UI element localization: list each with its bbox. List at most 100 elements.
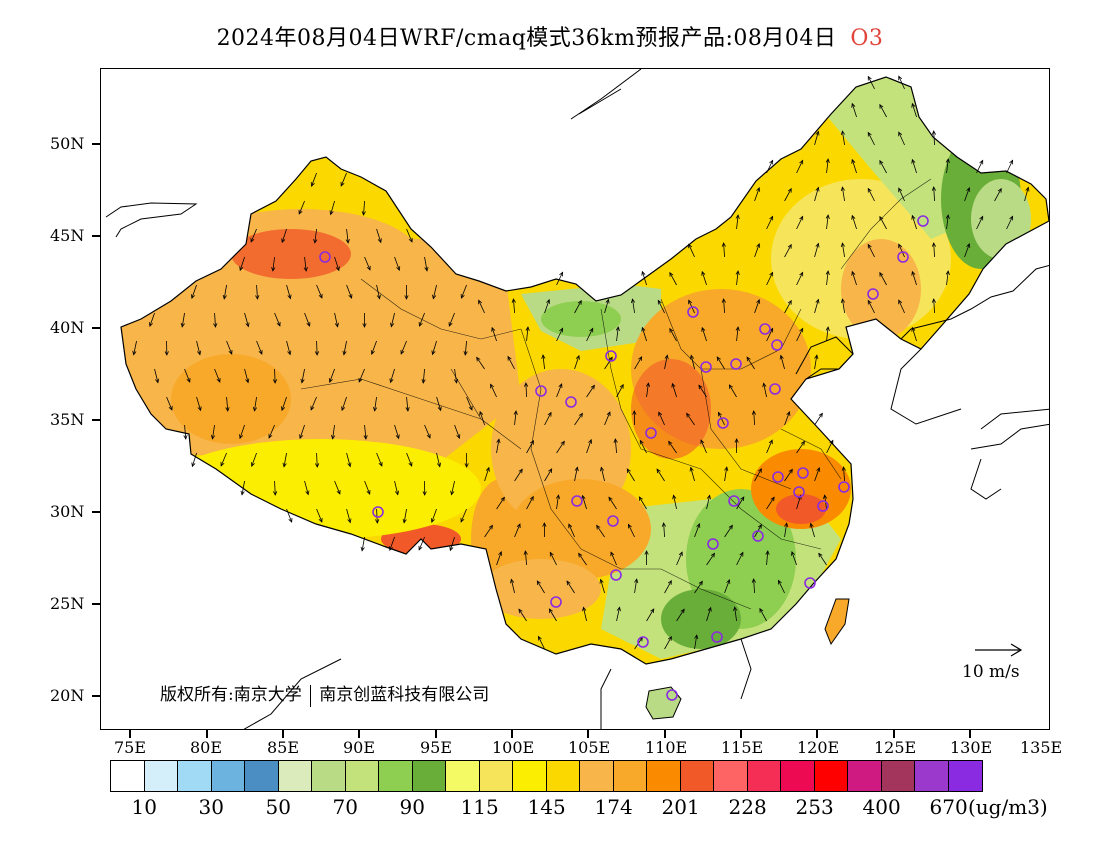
- wind-vector: [556, 441, 565, 454]
- wind-vector-head: [898, 75, 903, 81]
- wind-vector: [911, 103, 917, 118]
- wind-vector: [946, 271, 949, 286]
- wind-vector-head: [851, 270, 856, 276]
- wind-vector-head: [911, 326, 916, 332]
- wind-vector-head: [639, 439, 644, 445]
- lon-label-100e: 100E: [492, 738, 535, 757]
- wind-vector: [842, 243, 845, 258]
- wind-vector-head: [210, 434, 216, 440]
- wind-vector: [851, 215, 857, 230]
- wind-vector: [734, 607, 737, 622]
- lon-tick: [893, 730, 895, 738]
- lat-label-25n: 25N: [50, 594, 85, 613]
- wind-vector-head: [476, 356, 481, 362]
- colorbar-label: 201: [661, 795, 700, 819]
- wind-vector-head: [389, 378, 394, 384]
- wind-vector-head: [606, 411, 611, 417]
- wind-vector-head: [449, 546, 454, 552]
- wind-vector: [251, 452, 257, 467]
- colorbar-swatch: [312, 761, 346, 791]
- wind-scale-label: 10 m/s: [962, 662, 1020, 682]
- wind-vector: [479, 411, 485, 426]
- wind-vector: [898, 188, 905, 202]
- station-marker: [607, 515, 619, 527]
- wind-vector-head: [547, 411, 552, 417]
- wind-vector: [341, 396, 347, 411]
- wind-vector-head: [769, 215, 774, 221]
- wind-vector-head: [405, 407, 410, 412]
- wind-vector-head: [931, 130, 937, 135]
- wind-vector: [814, 131, 819, 146]
- wind-vector: [316, 340, 318, 356]
- wind-vector: [658, 412, 665, 426]
- wind-vector-head: [305, 490, 310, 496]
- wind-vector-head: [282, 462, 287, 468]
- wind-vector-head: [608, 496, 613, 502]
- colorbar-swatch: [915, 761, 949, 791]
- wind-vector-head: [770, 496, 775, 502]
- colorbar-swatch: [446, 761, 480, 791]
- wind-vector: [690, 467, 695, 482]
- wind-vector-head: [463, 351, 468, 356]
- wind-vector: [400, 340, 407, 355]
- wind-vector: [898, 300, 905, 314]
- wind-vector: [1006, 160, 1013, 174]
- wind-vector-head: [288, 518, 293, 523]
- wind-vector-head: [945, 214, 950, 220]
- wind-vector-head: [707, 606, 712, 612]
- wind-vector: [780, 355, 785, 370]
- colorbar-swatch: [747, 761, 781, 791]
- station-marker: [897, 251, 909, 263]
- lat-tick: [92, 695, 100, 697]
- colorbar-swatch: [412, 761, 446, 791]
- station-marker: [645, 427, 657, 439]
- wind-vector-head: [696, 523, 701, 528]
- china-outline: [120, 76, 1049, 665]
- wind-vector: [826, 271, 829, 286]
- lon-label-90e: 90E: [343, 738, 376, 757]
- wind-vector-head: [299, 434, 304, 440]
- colorbar-swatch: [781, 761, 815, 791]
- wind-vector: [754, 468, 762, 482]
- wind-vector: [723, 243, 725, 258]
- wind-vector: [646, 608, 655, 622]
- wind-vector-head: [756, 186, 761, 192]
- station-marker: [700, 361, 712, 373]
- wind-vector-head: [536, 580, 541, 586]
- wind-vector-head: [678, 551, 683, 557]
- wind-vector: [759, 608, 767, 622]
- wind-vector: [549, 552, 557, 566]
- wind-vector: [690, 355, 695, 370]
- wind-vector: [304, 256, 307, 271]
- lat-tick: [92, 419, 100, 421]
- wind-vector-head: [735, 270, 740, 275]
- lat-tick: [92, 327, 100, 329]
- wind-vector-head: [408, 462, 413, 467]
- wind-vector: [851, 159, 857, 174]
- wind-vector: [610, 552, 617, 566]
- wind-vector-head: [626, 468, 631, 474]
- wind-vector: [600, 467, 605, 482]
- wind-vector-head: [281, 238, 286, 244]
- wind-vector-head: [701, 270, 706, 276]
- station-marker: [752, 530, 764, 542]
- wind-vector: [673, 495, 677, 510]
- wind-vector: [376, 452, 383, 467]
- wind-vector: [568, 524, 575, 538]
- wind-vector-head: [1009, 215, 1014, 221]
- wind-vector-head: [739, 551, 744, 557]
- wind-vector: [933, 187, 935, 202]
- colorbar: [110, 760, 983, 792]
- wind-vector: [490, 384, 497, 398]
- wind-vector: [879, 272, 887, 286]
- wind-vector: [286, 340, 291, 355]
- wind-vector: [639, 440, 647, 454]
- lon-label-115e: 115E: [721, 738, 764, 757]
- wind-vector: [723, 299, 725, 314]
- wind-vector-head: [306, 322, 311, 327]
- wind-vector: [461, 284, 467, 299]
- station-marker: [759, 323, 771, 335]
- lon-tick: [129, 730, 131, 738]
- wind-vector-head: [568, 523, 573, 529]
- wind-vector-head: [641, 326, 646, 332]
